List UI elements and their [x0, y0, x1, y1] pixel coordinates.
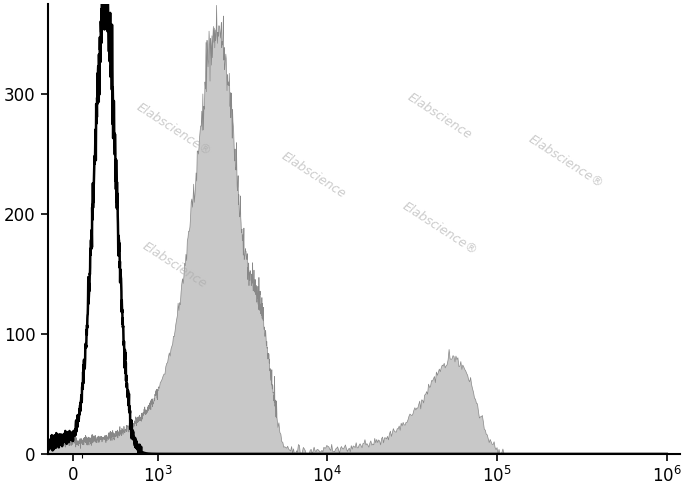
- Text: Elabscience®: Elabscience®: [400, 200, 480, 258]
- Text: Elabscience: Elabscience: [279, 149, 348, 201]
- Text: Elabscience®: Elabscience®: [526, 133, 606, 191]
- Text: Elabscience®: Elabscience®: [134, 101, 214, 159]
- Text: Elabscience: Elabscience: [140, 240, 208, 291]
- Text: Elabscience: Elabscience: [405, 91, 474, 142]
